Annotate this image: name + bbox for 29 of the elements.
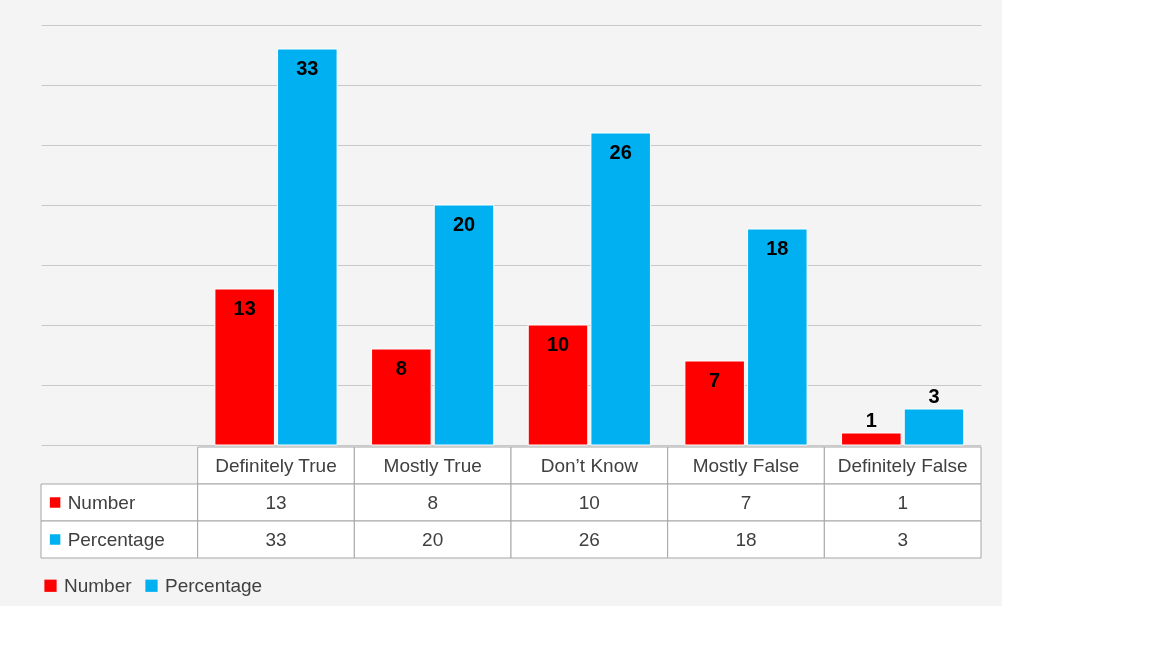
data-label: 8 [395, 357, 407, 379]
data-label: 1 [865, 409, 877, 431]
data-label: 20 [452, 213, 476, 235]
text: 10 [578, 491, 600, 513]
x-tick-label: Definitely True [215, 454, 337, 476]
text: 13 [265, 491, 287, 513]
data-label: 10 [546, 333, 570, 355]
text: 18 [735, 528, 757, 550]
text: 20 [422, 528, 444, 550]
data-label: 26 [609, 141, 632, 163]
text: 33 [265, 528, 287, 550]
data-label: 18 [766, 237, 789, 259]
text: Number [64, 574, 132, 596]
data-label: 33 [296, 57, 319, 79]
x-tick-label: Mostly False [692, 454, 800, 476]
text: 8 [427, 491, 438, 513]
text: 7 [740, 491, 752, 513]
text: 1 [897, 491, 908, 513]
text: 3 [897, 528, 908, 550]
data-label: 3 [928, 385, 940, 407]
x-tick-label: Definitely False [837, 454, 968, 476]
x-tick-label: Mostly True [383, 454, 482, 476]
data-label: 13 [233, 297, 256, 319]
text: 26 [578, 528, 600, 550]
text: Percentage [67, 528, 165, 550]
x-tick-label: Don’t Know [540, 454, 639, 476]
legend-label: Percentage [165, 574, 263, 596]
data-label: 7 [709, 369, 721, 391]
legend-label: Number [67, 491, 136, 513]
